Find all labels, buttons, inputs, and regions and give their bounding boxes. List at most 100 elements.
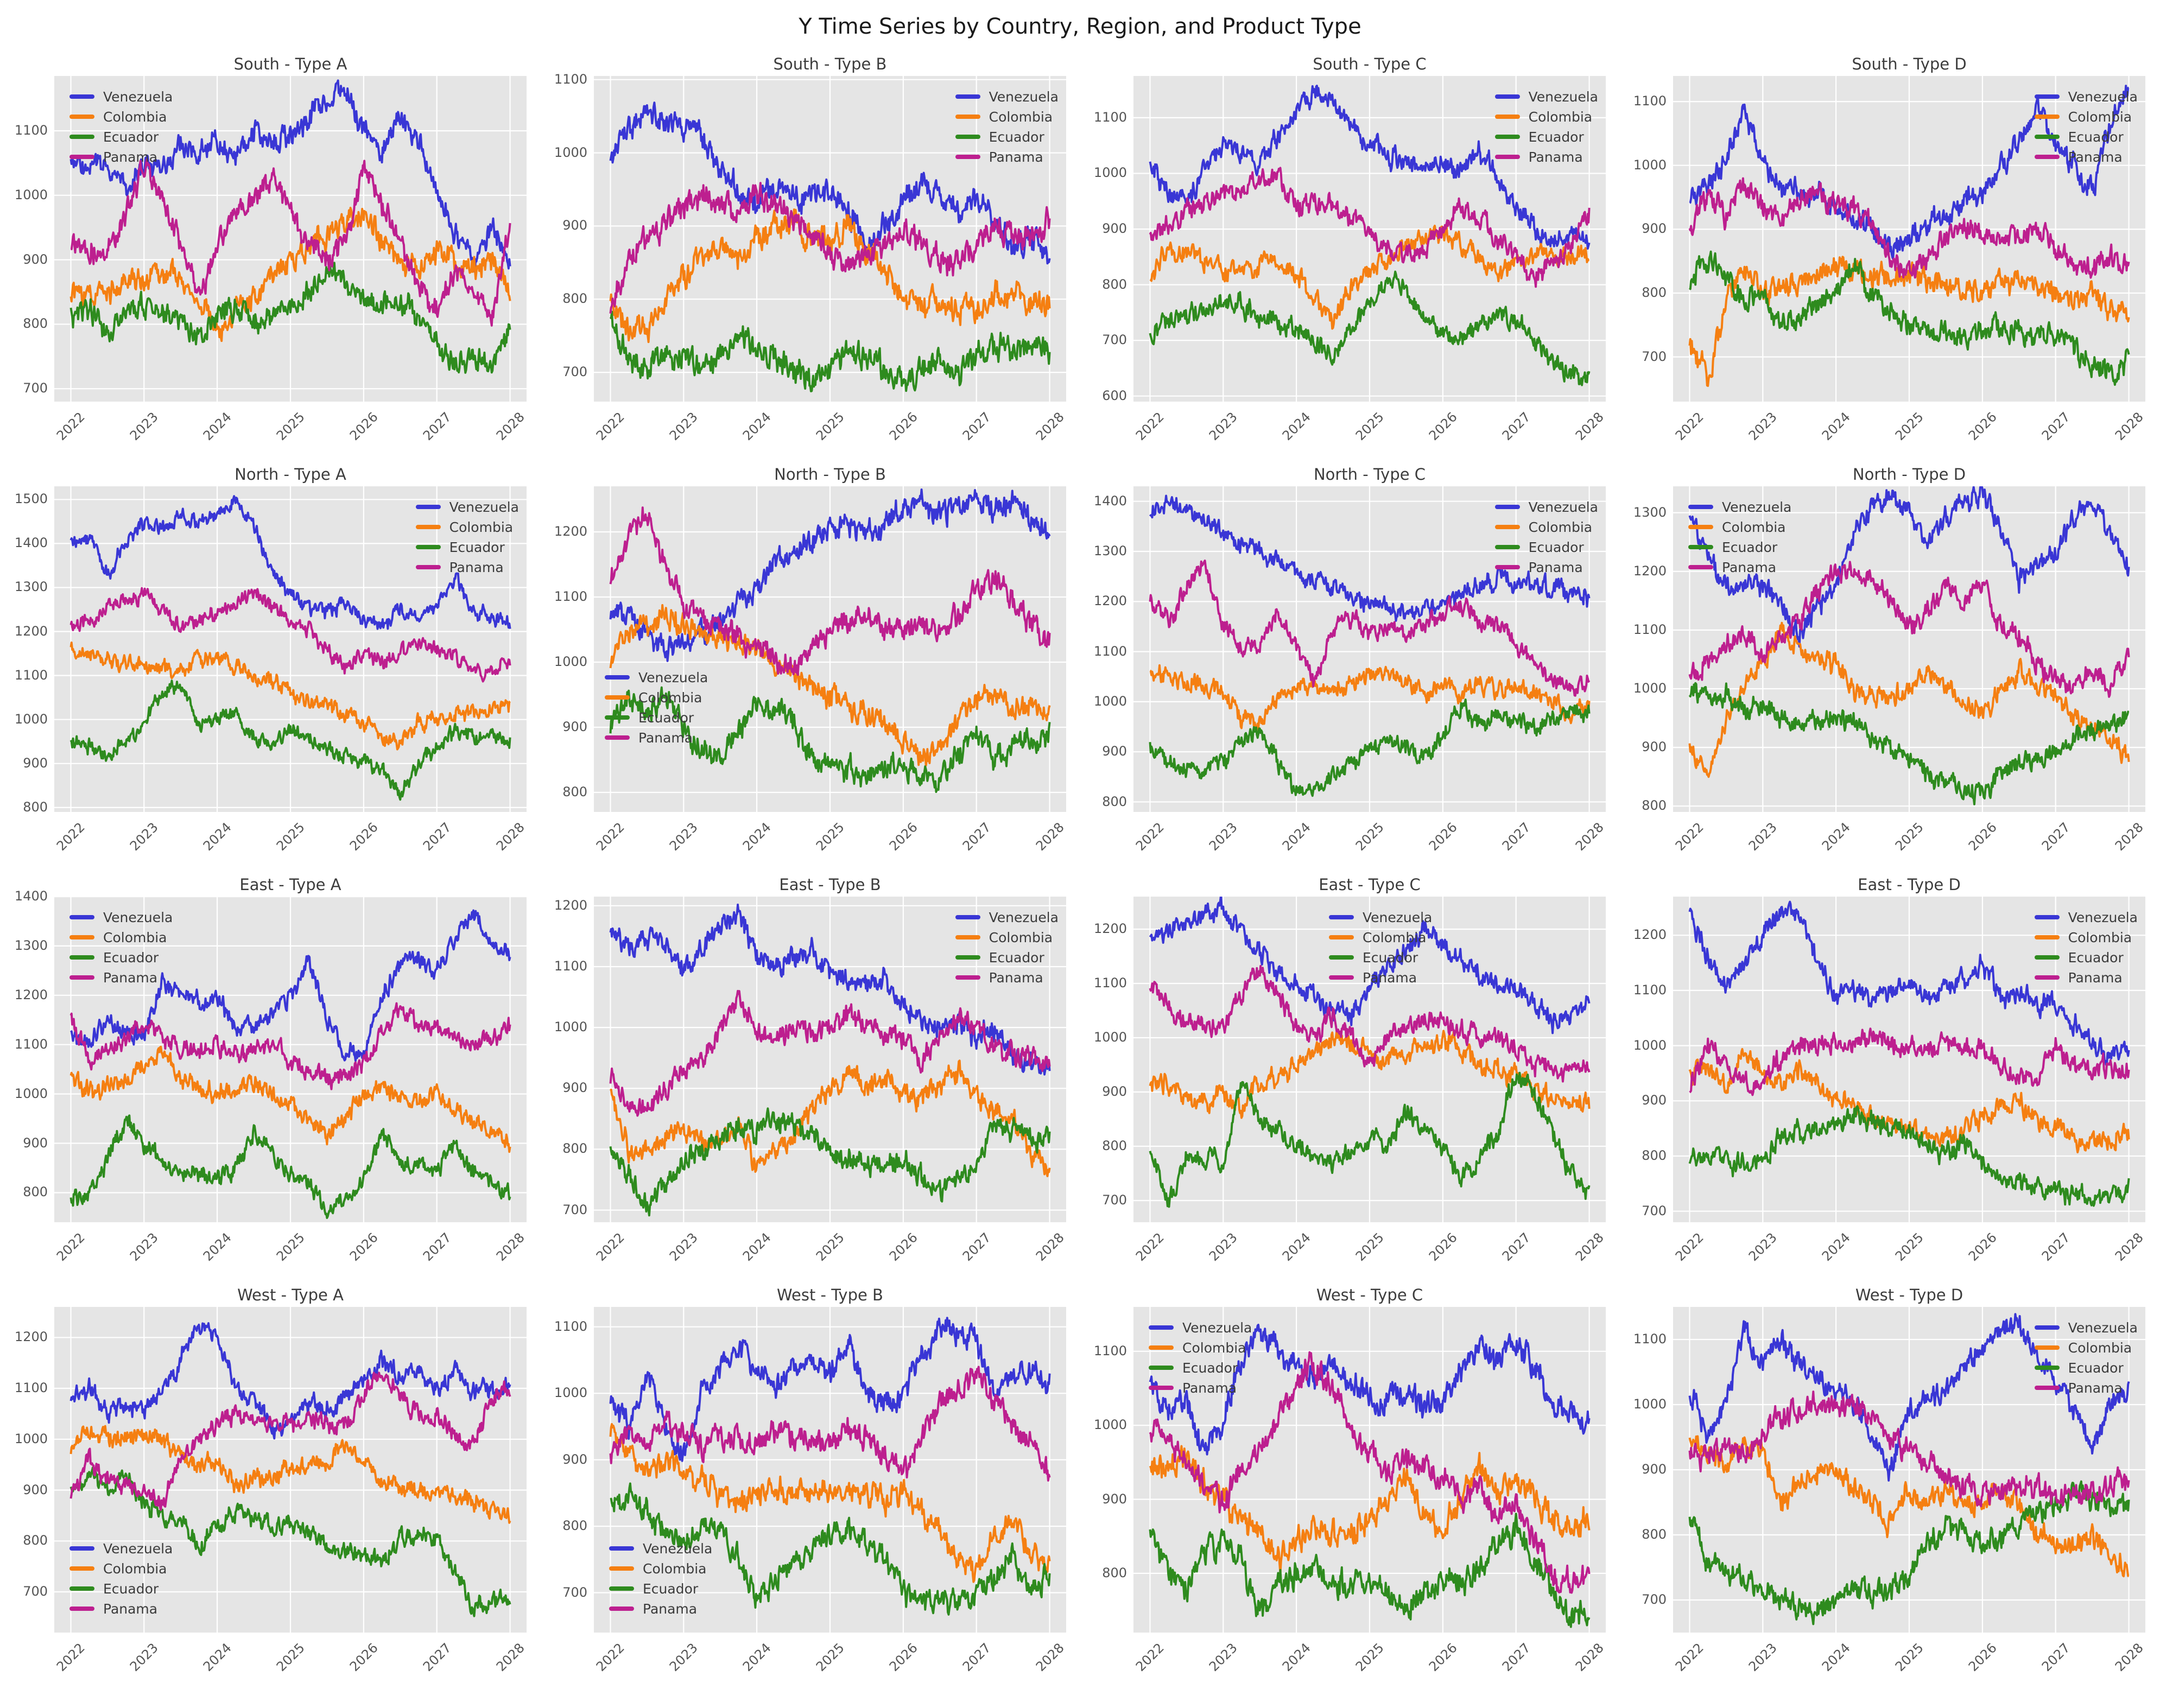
legend-line-swatch (2034, 115, 2060, 119)
legend-line-swatch (415, 525, 441, 529)
x-tick-label: 2025 (273, 1230, 308, 1264)
subplot: North - Type A 800 900 1000 1100 1200 1300 140… (2, 462, 542, 873)
y-tick-label: 800 (23, 1533, 48, 1548)
subplot-title: West - Type A (237, 1286, 344, 1304)
x-tick-label: 2022 (1133, 1230, 1168, 1264)
subplot-title: West - Type C (1316, 1286, 1423, 1304)
legend-label: Venezuela (2068, 909, 2138, 925)
legend-label: Colombia (1182, 1339, 1246, 1356)
legend-item: Panama (955, 969, 1059, 986)
y-tick-label: 1000 (1633, 1037, 1667, 1053)
legend-item: Panama (1149, 1380, 1252, 1396)
x-tick-label: 2025 (1352, 1230, 1387, 1264)
x-tick-label: 2028 (2112, 1230, 2146, 1264)
legend-item: Ecuador (1149, 1360, 1252, 1376)
legend-item: Panama (415, 559, 519, 575)
legend-item: Ecuador (2034, 1360, 2138, 1376)
legend-item: Colombia (1688, 519, 1791, 535)
subplot-body: 700 800 900 1000 1100 Venezuela Colombia Ecuad… (542, 1307, 1081, 1693)
x-axis-tick-labels: 2022 2023 2024 2025 2026 2027 2028 (593, 402, 1067, 462)
legend: Venezuela Colombia Ecuador Panama (1329, 905, 1432, 989)
legend-item: Panama (69, 969, 173, 986)
x-tick-label: 2023 (127, 409, 162, 443)
legend-line-swatch (69, 135, 94, 139)
y-tick-label: 1100 (14, 667, 48, 683)
x-axis-tick-labels: 2022 2023 2024 2025 2026 2027 2028 (593, 1633, 1067, 1693)
subplot-title: West - Type D (1855, 1286, 1963, 1304)
legend-label: Ecuador (2068, 949, 2124, 966)
x-tick-label: 2023 (1206, 1230, 1241, 1264)
series-canvas (54, 486, 527, 812)
subplot-body: 800 900 1000 1100 1200 Venezuela Colombia Ecua… (542, 486, 1081, 873)
x-tick-label: 2026 (1426, 1230, 1460, 1264)
legend-line-swatch (955, 975, 980, 980)
series-canvas (594, 897, 1066, 1222)
x-tick-label: 2024 (1279, 1230, 1314, 1264)
y-tick-label: 1000 (1633, 1396, 1667, 1412)
legend-item: Ecuador (955, 949, 1059, 966)
subplot-title: South - Type A (233, 55, 347, 73)
legend-item: Panama (1494, 559, 1598, 575)
y-tick-label: 1000 (1633, 157, 1667, 173)
y-axis-tick-labels: 700 800 900 1000 1100 1200 (2, 1307, 54, 1633)
legend-line-swatch (69, 935, 94, 939)
x-tick-label: 2028 (1033, 820, 1067, 854)
legend-label: Ecuador (1528, 129, 1584, 145)
x-tick-label: 2026 (1426, 409, 1460, 443)
x-tick-label: 2024 (739, 1230, 774, 1264)
y-tick-label: 1100 (554, 589, 587, 604)
y-tick-label: 1200 (554, 897, 587, 913)
x-tick-label: 2026 (346, 1640, 381, 1674)
x-tick-label: 2025 (813, 1230, 847, 1264)
y-tick-label: 900 (1642, 739, 1667, 755)
legend-line-swatch (69, 955, 94, 960)
legend-item: Venezuela (1329, 909, 1432, 925)
x-tick-label: 2026 (886, 409, 921, 443)
legend-item: Colombia (1494, 519, 1598, 535)
legend-item: Panama (1688, 559, 1791, 575)
y-tick-label: 900 (23, 251, 48, 267)
x-tick-label: 2026 (886, 1640, 921, 1674)
legend-line-swatch (1688, 525, 1713, 529)
x-tick-label: 2023 (1746, 409, 1781, 443)
x-tick-label: 2026 (346, 409, 381, 443)
x-tick-label: 2025 (1892, 820, 1927, 854)
subplot-body: 800 900 1000 1100 1200 1300 Venezuela Colombia… (1621, 486, 2160, 873)
legend-line-swatch (955, 115, 980, 119)
legend-label: Colombia (103, 109, 167, 125)
y-tick-label: 1100 (1093, 109, 1127, 125)
series-canvas (1133, 76, 1606, 402)
legend: Venezuela Colombia Ecuador Panama (605, 665, 708, 750)
legend-label: Panama (103, 969, 158, 986)
legend-line-swatch (415, 545, 441, 549)
y-tick-label: 1200 (1633, 563, 1667, 579)
subplot: South - Type C 600 700 800 900 1000 1100 Vene… (1081, 52, 1621, 462)
x-tick-label: 2027 (1499, 820, 1534, 854)
legend-label: Ecuador (1182, 1360, 1238, 1376)
x-tick-label: 2022 (593, 409, 628, 443)
legend: Venezuela Colombia Ecuador Panama (2034, 1316, 2138, 1400)
legend-item: Venezuela (69, 88, 173, 105)
legend-label: Panama (1528, 559, 1583, 575)
subplot-body: 700 800 900 1000 1100 1200 Venezuela Colombia E… (1621, 897, 2160, 1283)
legend-line-swatch (69, 1586, 94, 1591)
x-tick-label: 2026 (1965, 1640, 2000, 1674)
y-tick-label: 1000 (554, 144, 587, 160)
y-tick-label: 1200 (554, 524, 587, 539)
subplot-body: 800 900 1000 1100 1200 1300 1400 1500 Venezuela… (2, 486, 542, 873)
legend-line-swatch (609, 1586, 634, 1591)
x-tick-label: 2025 (813, 1640, 847, 1674)
x-tick-label: 2025 (813, 820, 847, 854)
y-axis-tick-labels: 800 900 1000 1100 1200 1300 1400 (1081, 486, 1133, 812)
x-tick-label: 2023 (667, 409, 701, 443)
legend-label: Venezuela (103, 909, 173, 925)
legend-item: Panama (2034, 969, 2138, 986)
x-tick-label: 2028 (1572, 1230, 1607, 1264)
legend-item: Panama (1494, 149, 1598, 165)
series-canvas (594, 76, 1066, 402)
legend-label: Ecuador (638, 709, 694, 726)
y-tick-label: 1200 (1093, 921, 1127, 936)
x-tick-label: 2025 (1892, 409, 1927, 443)
x-tick-label: 2025 (1352, 1640, 1387, 1674)
y-tick-label: 1500 (14, 491, 48, 507)
